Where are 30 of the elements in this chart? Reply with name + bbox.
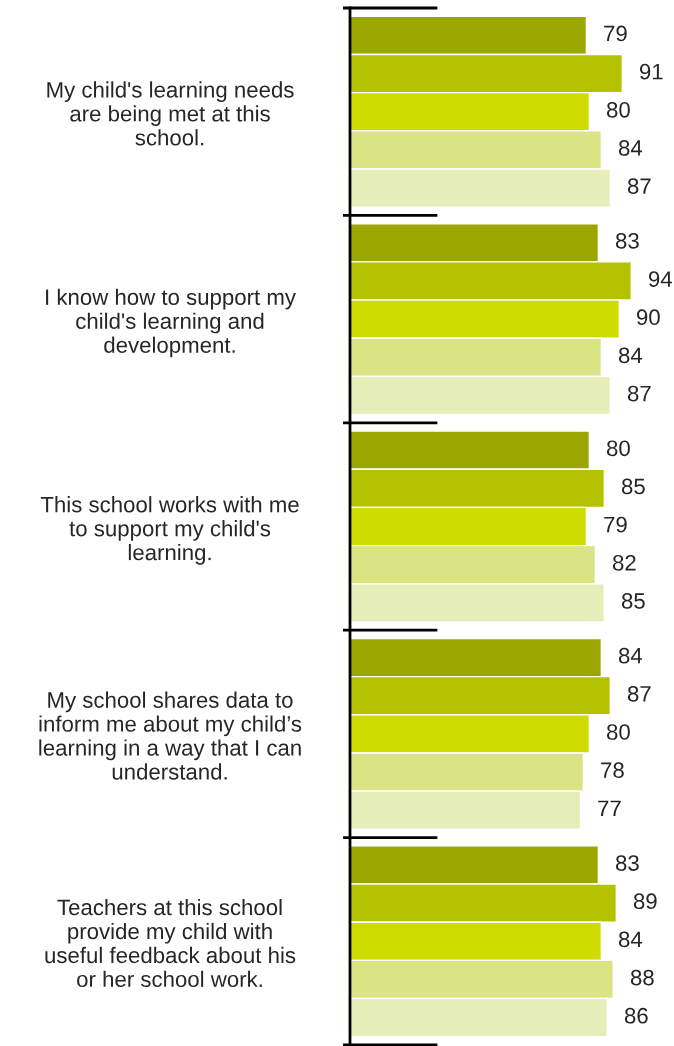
data-label: 77	[598, 800, 621, 816]
data-label: 90	[636, 309, 660, 326]
data-label: 84	[618, 931, 643, 948]
data-label: 88	[630, 969, 654, 986]
y-tick-label: This school works with me to support my child's learning.	[40, 496, 299, 565]
y-tick-label: Teachers at this school provide my child with useful feedback about his or her school work.	[45, 898, 296, 988]
data-label: 84	[618, 647, 643, 664]
data-label: 83	[615, 233, 639, 249]
data-label: 80	[607, 724, 630, 740]
data-label: 87	[627, 385, 651, 402]
data-label: 80	[607, 101, 630, 118]
data-label: 89	[633, 893, 657, 910]
data-label: 94	[648, 271, 672, 287]
data-label: 84	[618, 140, 643, 156]
data-label: 85	[621, 593, 645, 609]
data-label: 87	[627, 178, 651, 194]
data-label: 83	[615, 855, 639, 871]
data-label: 87	[627, 685, 651, 702]
data-label: 86	[624, 1007, 648, 1024]
data-label: 79	[604, 516, 627, 533]
data-label: 79	[604, 25, 627, 42]
data-label: 84	[618, 347, 643, 364]
data-label: 91	[639, 63, 663, 80]
data-label: 78	[601, 762, 624, 779]
y-tick-label: My child's learning needs are being met at this school.	[47, 81, 294, 146]
y-tick-label: I know how to support my child's learning and development.	[46, 288, 296, 358]
data-label: 82	[612, 554, 636, 571]
data-label: 80	[607, 440, 630, 457]
data-label: 85	[621, 478, 645, 495]
y-tick-label: My school shares data to inform me about my child’s learning in a way that I can understand.	[39, 691, 302, 780]
